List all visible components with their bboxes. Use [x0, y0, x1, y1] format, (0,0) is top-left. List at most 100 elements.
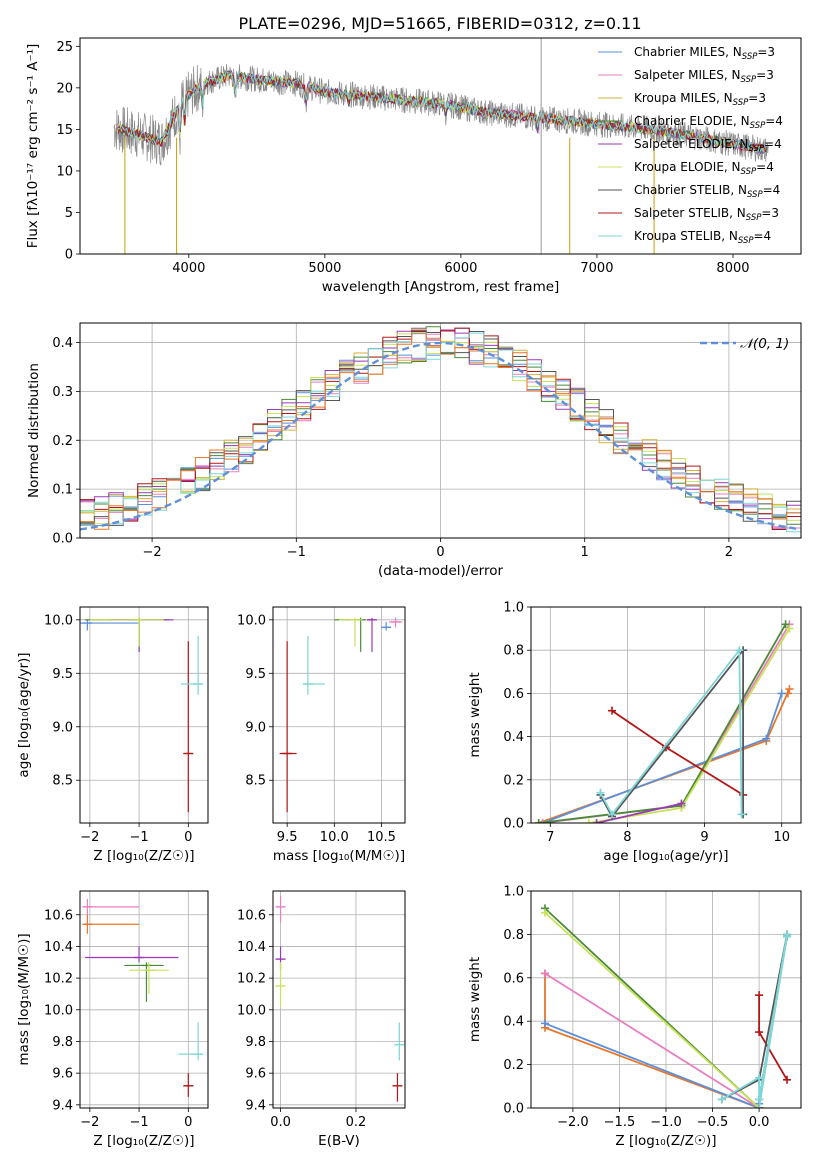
errorbar-point	[129, 962, 169, 994]
x-tick-label: −1.5	[604, 1115, 636, 1130]
y-tick-label: 9.4	[52, 1098, 73, 1113]
x-tick-label: −2	[80, 1115, 99, 1130]
y-tick-label: 9.0	[245, 720, 266, 735]
plot-area	[534, 620, 794, 823]
panel-residuals: −2 −1 0 1 2 0.0 0.1 0.2 0.3 0.4 (data-model)/error…	[26, 322, 802, 579]
y-tick-label: 25	[56, 40, 73, 55]
legend-label: Chabrier ELODIE, NSSP=4	[634, 114, 783, 131]
y-tick-label: 0.2	[503, 773, 524, 788]
x-tick-label: −1.0	[650, 1115, 682, 1130]
panel-weight_vs_age: 7 8 9 10 0.0 0.2 0.4 0.6 0.8 1.0 age [log₁₀(age/yr…	[467, 601, 802, 864]
x-tick-label: 7000	[580, 261, 613, 276]
errorbar-point	[339, 617, 363, 647]
y-axis-label: age [log₁₀(age/yr)]	[16, 652, 32, 777]
x-tick-label: 10.0	[320, 830, 349, 845]
weight-marker	[540, 908, 549, 917]
errorbar-point	[80, 619, 140, 631]
y-tick-label: 8.5	[245, 774, 266, 789]
y-tick-label: 10	[56, 164, 73, 179]
axes-frame	[79, 606, 209, 824]
x-tick-label: −0.5	[697, 1115, 729, 1130]
x-tick-label: 8	[623, 830, 631, 845]
y-tick-label: 0.8	[503, 644, 524, 659]
x-axis-label: Z [log₁₀(Z/Z☉)]	[93, 1133, 194, 1149]
weight-marker	[538, 819, 547, 823]
y-tick-label: 9.6	[245, 1067, 266, 1082]
weight-line	[599, 647, 744, 819]
x-tick-label: 0.0	[270, 1115, 291, 1130]
weight-line	[542, 623, 791, 823]
y-axis-label: mass [log₁₀(M/M☉)]	[16, 933, 32, 1065]
errorbar-point	[178, 1022, 204, 1061]
y-axis-label: mass weight	[467, 957, 483, 1042]
weight-marker	[717, 1095, 726, 1104]
plot-area	[540, 904, 792, 1108]
y-tick-label: 1.0	[503, 601, 524, 616]
weight-marker	[596, 788, 605, 797]
legend-label: 𝒩(0, 1)	[740, 336, 789, 352]
panel-weight_vs_Z: −2.0 −1.5 −1.0 −0.5 0.0 0.0 0.2 0.4 0.6 0.8 1.0 Z […	[467, 885, 802, 1149]
weight-marker	[755, 991, 764, 1000]
y-axis-label: mass weight	[467, 672, 483, 757]
y-tick-label: 0.4	[52, 336, 73, 351]
x-tick-label: 9	[700, 830, 708, 845]
y-tick-label: 15	[56, 123, 73, 138]
model-spectrum-line	[118, 70, 767, 155]
x-tick-label: −1	[129, 1115, 148, 1130]
plot-area	[80, 326, 801, 533]
axes-frame	[272, 606, 406, 824]
panel-age_vs_Z: −2 −1 0 8.5 9.0 9.5 10.0 Z [log₁₀(Z/Z☉)] age [lo…	[16, 606, 209, 864]
errorbar-point	[82, 914, 140, 934]
gaussian-curve	[80, 341, 799, 531]
weight-marker	[534, 819, 543, 823]
y-tick-label: 0.6	[503, 971, 524, 986]
x-tick-label: 0	[436, 545, 444, 560]
weight-marker	[783, 932, 792, 941]
errorbar-point	[183, 1073, 194, 1097]
plot-area	[279, 617, 403, 813]
x-axis-label: (data-model)/error	[378, 563, 504, 579]
errorbar-point	[82, 898, 140, 915]
errorbar-point	[394, 1022, 405, 1061]
axes-frame	[79, 37, 802, 255]
x-tick-label: 4000	[172, 261, 205, 276]
y-tick-label: 20	[56, 81, 73, 96]
errorbar-point	[334, 617, 366, 652]
x-tick-label: 0	[184, 830, 192, 845]
y-tick-label: 10.2	[237, 972, 266, 987]
x-tick-label: 0.0	[749, 1115, 770, 1130]
x-tick-label: 10	[773, 830, 790, 845]
weight-marker	[785, 624, 794, 633]
weight-marker	[777, 689, 786, 698]
y-tick-label: 10.6	[44, 908, 73, 923]
legend-label: Chabrier STELIB, NSSP=4	[634, 183, 780, 200]
legend-label: Kroupa ELODIE, NSSP=4	[634, 160, 774, 177]
panel-mass_vs_ebv: 0.0 0.2 9.4 9.6 9.8 10.0 10.2 10.4 10.6 E(B-V)	[237, 890, 406, 1149]
y-tick-label: 0.0	[503, 817, 524, 832]
weight-line	[544, 912, 760, 1108]
y-tick-label: 0.4	[503, 1015, 524, 1030]
x-tick-label: 10.5	[367, 830, 396, 845]
y-tick-label: 0.1	[52, 483, 73, 498]
y-tick-label: 9.6	[52, 1067, 73, 1082]
weight-marker	[592, 819, 601, 823]
weight-marker	[755, 1104, 764, 1108]
plot-area	[82, 898, 204, 1097]
errorbar-point	[275, 895, 286, 923]
y-tick-label: 0.0	[503, 1102, 524, 1117]
residual-histogram	[80, 333, 801, 530]
y-tick-label: 0.2	[503, 1058, 524, 1073]
errorbar-point	[89, 617, 164, 647]
x-tick-label: −1	[129, 830, 148, 845]
figure-title: PLATE=0296, MJD=51665, FIBERID=0312, z=0…	[238, 14, 641, 33]
y-tick-label: 0.6	[503, 687, 524, 702]
weight-marker	[737, 810, 746, 819]
model-spectrum-line	[117, 71, 767, 153]
y-tick-label: 10.0	[44, 1003, 73, 1018]
weight-marker	[783, 1075, 792, 1084]
weight-marker	[540, 1019, 549, 1028]
y-tick-label: 10.0	[44, 613, 73, 628]
errorbar-point	[392, 1073, 403, 1102]
errorbar-point	[279, 641, 297, 813]
